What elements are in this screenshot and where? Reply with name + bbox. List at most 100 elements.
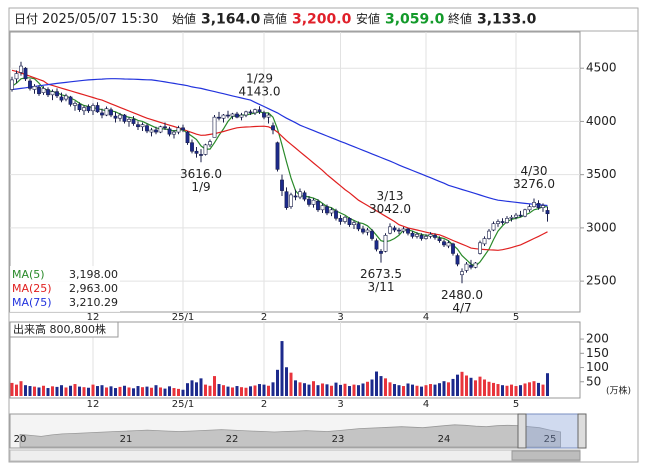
scrollbar-track[interactable] xyxy=(9,449,581,462)
candle-body xyxy=(527,206,532,211)
volume-bar xyxy=(109,386,113,396)
volume-bar xyxy=(451,378,455,396)
candle-body xyxy=(59,96,64,101)
volume-bar xyxy=(388,382,392,396)
volume-bar xyxy=(181,389,185,396)
volume-bar xyxy=(546,373,549,396)
candle-body xyxy=(433,235,437,238)
ma-line xyxy=(11,77,548,267)
candle-body xyxy=(307,198,311,205)
candle-body xyxy=(320,205,325,211)
candle-body xyxy=(424,236,428,239)
candle-body xyxy=(298,191,302,198)
candle-body xyxy=(379,251,383,254)
volume-bar xyxy=(114,388,117,396)
volume-bar xyxy=(10,382,14,396)
volume-title: 出来高 800,800株 xyxy=(13,322,106,336)
volume-bar xyxy=(442,381,446,396)
x-tick-label: 12 xyxy=(87,312,100,323)
candle-body xyxy=(37,87,41,95)
volume-bar xyxy=(136,386,140,396)
volume-bar xyxy=(253,385,257,396)
volume-bar xyxy=(271,382,275,396)
candle-body xyxy=(181,127,185,131)
layer: 日付 2025/05/07 15:30 始値 3,164.0 高値 3,200.0 安値 3,… xyxy=(9,11,631,448)
volume-bar xyxy=(226,386,230,396)
candle-body xyxy=(28,80,32,89)
legend-value: 2,963.00 xyxy=(69,282,118,295)
candle-body xyxy=(100,112,104,116)
volume-bar xyxy=(141,387,144,396)
candle-body xyxy=(343,216,347,222)
y-tick-label: 3000 xyxy=(586,220,617,234)
candle-body xyxy=(334,210,338,219)
volume-bar xyxy=(118,386,122,396)
candle-body xyxy=(14,73,19,80)
candle-body xyxy=(275,142,280,170)
scrollbar-thumb[interactable] xyxy=(511,450,581,461)
candle-body xyxy=(374,240,379,250)
volume-bar xyxy=(190,380,194,396)
volume-bar xyxy=(325,384,329,396)
volume-bar xyxy=(217,384,221,396)
y-tick-label: 50 xyxy=(586,374,601,388)
volume-bar xyxy=(127,387,131,396)
volume-bar xyxy=(438,383,441,396)
volume-bar xyxy=(312,381,315,396)
candle-body xyxy=(356,223,361,230)
ma-line xyxy=(11,69,548,251)
volume-bar xyxy=(42,385,45,396)
candle-body xyxy=(316,200,320,211)
candle-body xyxy=(280,179,284,191)
volume-bar xyxy=(19,381,23,396)
volume-bar xyxy=(343,383,347,396)
volume-bar xyxy=(231,387,234,396)
legend-value: 3,210.29 xyxy=(69,296,118,309)
candle-body xyxy=(410,232,415,237)
volume-bar xyxy=(204,384,207,396)
candle-body xyxy=(397,229,401,232)
navigator-handle-left[interactable] xyxy=(517,413,527,449)
volume-bar xyxy=(523,383,527,396)
header-value: 3,164.0 xyxy=(201,12,261,28)
volume-bar xyxy=(460,371,464,396)
volume-bar xyxy=(294,380,297,396)
volume-bar xyxy=(532,381,536,396)
candle-body xyxy=(253,109,257,114)
candle-body xyxy=(176,127,181,133)
candle-body xyxy=(257,109,262,113)
candle-body xyxy=(482,238,487,245)
legend-name: MA(75) xyxy=(12,296,52,309)
candle-body xyxy=(239,114,244,118)
candle-body xyxy=(167,128,172,135)
volume-bar xyxy=(213,376,216,396)
volume-bar xyxy=(87,387,90,396)
candle-body xyxy=(262,112,266,118)
candle-body xyxy=(104,108,109,116)
candle-body xyxy=(185,131,190,144)
volume-bar xyxy=(69,385,72,396)
x-tick-label: 2 xyxy=(261,399,267,410)
volume-bar xyxy=(510,384,513,396)
navigator-area xyxy=(19,424,561,448)
header-label: 終値 xyxy=(448,11,472,26)
candle-body xyxy=(190,142,194,152)
candle-body xyxy=(541,205,545,208)
volume-bar xyxy=(492,382,495,396)
volume-bar xyxy=(330,385,333,396)
candle-body xyxy=(388,226,392,234)
candle-body xyxy=(415,233,419,237)
candle-body xyxy=(302,192,307,200)
volume-bar xyxy=(208,385,212,396)
candle-body xyxy=(460,271,464,276)
volume-bar xyxy=(352,384,356,396)
volume-bar xyxy=(222,385,225,396)
candle-body xyxy=(325,206,329,214)
volume-bar xyxy=(82,387,86,396)
navigator-selection[interactable] xyxy=(521,413,583,449)
x-tick-label: 25/1 xyxy=(172,399,194,410)
navigator-label: 20 xyxy=(14,434,27,445)
navigator-handle-right[interactable] xyxy=(577,413,587,449)
annotation-value: 3276.0 xyxy=(513,177,555,191)
volume-bar xyxy=(78,386,81,396)
